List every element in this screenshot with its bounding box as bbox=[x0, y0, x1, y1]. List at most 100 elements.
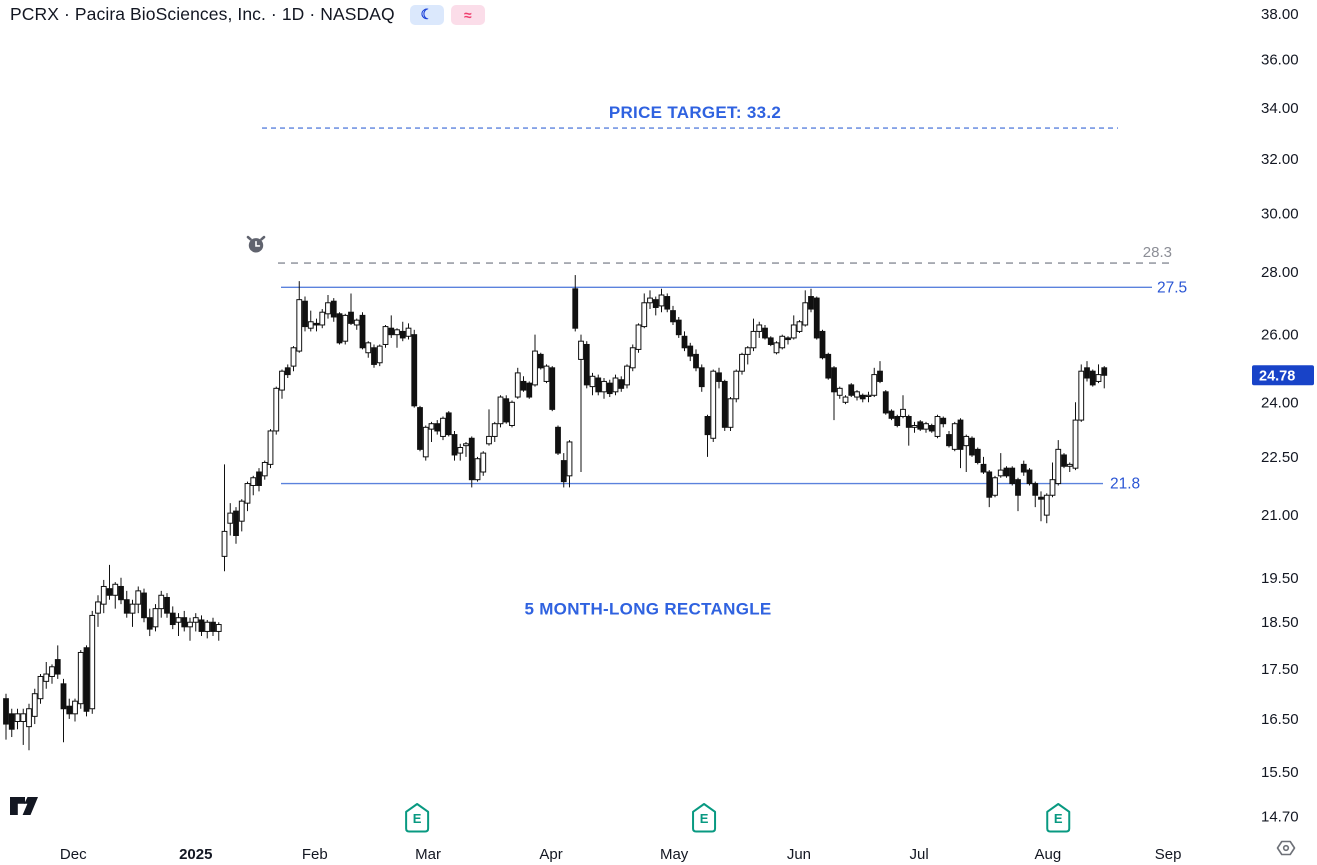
candle-body bbox=[871, 374, 878, 396]
candle-body bbox=[1084, 367, 1090, 379]
candle-body bbox=[578, 340, 584, 360]
candle-body bbox=[463, 443, 469, 447]
candle-body bbox=[135, 590, 142, 605]
earnings-icon[interactable]: E bbox=[692, 803, 717, 833]
alarm-clock-icon[interactable] bbox=[246, 235, 266, 253]
time-axis-tick[interactable]: Jul bbox=[910, 846, 929, 863]
symbol-title[interactable]: PCRX · Pacira BioSciences, Inc. · 1D · N… bbox=[10, 4, 395, 24]
candle-body bbox=[624, 365, 630, 386]
candle-body bbox=[54, 659, 61, 675]
rectangle-note-label[interactable]: 5 MONTH-LONG RECTANGLE bbox=[524, 600, 771, 619]
candle-body bbox=[606, 382, 613, 395]
candle-body bbox=[980, 463, 987, 473]
candle-body bbox=[359, 314, 366, 349]
candle-body bbox=[95, 601, 101, 614]
price-axis-tick: 30.00 bbox=[1261, 206, 1299, 223]
candle-body bbox=[14, 713, 21, 722]
time-axis-tick[interactable]: 2025 bbox=[179, 846, 212, 863]
candle-body bbox=[992, 477, 998, 496]
price-target-label[interactable]: PRICE TARGET: 33.2 bbox=[609, 103, 781, 122]
candle-body bbox=[549, 367, 556, 410]
candle-body bbox=[963, 435, 970, 447]
market-status-icon[interactable]: ☾ bbox=[409, 4, 444, 25]
candle-body bbox=[480, 452, 487, 473]
candle-body bbox=[342, 314, 349, 342]
candle-body bbox=[486, 435, 492, 445]
time-axis-tick[interactable]: May bbox=[660, 846, 689, 863]
candle-body bbox=[716, 372, 722, 382]
time-axis-tick[interactable]: Sep bbox=[1155, 846, 1182, 863]
candle-body bbox=[825, 353, 832, 379]
candle-body bbox=[1055, 448, 1062, 485]
alarm-clock-part bbox=[260, 235, 266, 241]
candle-body bbox=[422, 426, 429, 458]
time-axis-tick[interactable]: Feb bbox=[302, 846, 328, 863]
candle-body bbox=[417, 407, 423, 450]
price-axis-tick: 38.00 bbox=[1261, 6, 1299, 23]
candle-body bbox=[313, 322, 320, 326]
candle-body bbox=[670, 310, 676, 323]
candle-body bbox=[164, 596, 170, 614]
time-axis-tick[interactable]: Jun bbox=[787, 846, 811, 863]
candle-body bbox=[969, 437, 975, 456]
candle-body bbox=[175, 617, 182, 623]
candle-body bbox=[146, 617, 153, 630]
candle-body bbox=[675, 319, 682, 336]
candle-body bbox=[940, 417, 947, 425]
candle-body bbox=[1066, 463, 1073, 467]
earnings-icon[interactable]: E bbox=[1046, 803, 1071, 833]
candle-body bbox=[8, 713, 15, 730]
candle-body bbox=[1032, 483, 1039, 496]
time-axis-tick[interactable]: Apr bbox=[539, 846, 562, 863]
price-axis-tick: 32.00 bbox=[1261, 151, 1299, 168]
candle-body bbox=[382, 326, 389, 345]
candle-body bbox=[750, 330, 757, 349]
candle-body bbox=[279, 370, 285, 391]
time-axis-tick[interactable]: Dec bbox=[60, 846, 87, 863]
price-axis-tick: 34.00 bbox=[1261, 100, 1299, 117]
chart-legend[interactable]: PCRX · Pacira BioSciences, Inc. · 1D · N… bbox=[10, 4, 485, 25]
earnings-icon-part: E bbox=[413, 811, 422, 826]
candle-body bbox=[514, 372, 521, 398]
candle-body bbox=[37, 675, 44, 700]
last-price-badge-label: 24.78 bbox=[1259, 368, 1295, 384]
earnings-icon-part bbox=[405, 803, 430, 833]
time-axis-tick[interactable]: Mar bbox=[415, 846, 441, 863]
candle-body bbox=[785, 337, 791, 341]
rectangle-top-label: 27.5 bbox=[1157, 279, 1187, 296]
price-scale-settings-icon[interactable] bbox=[1276, 840, 1296, 856]
approx-price-icon[interactable]: ≈ bbox=[450, 4, 485, 25]
candle-body bbox=[974, 448, 981, 463]
candle-body bbox=[503, 398, 510, 423]
price-axis-tick: 26.00 bbox=[1261, 327, 1299, 344]
candle-body bbox=[813, 297, 820, 339]
candle-body bbox=[325, 302, 331, 315]
time-axis-tick[interactable]: Aug bbox=[1035, 846, 1062, 863]
candle-body bbox=[1101, 367, 1108, 376]
candle-body bbox=[394, 329, 400, 336]
candle-body bbox=[49, 666, 55, 677]
candle-body bbox=[181, 617, 188, 628]
settings-icon-part bbox=[1276, 840, 1296, 856]
candle-body bbox=[129, 603, 136, 614]
candle-body bbox=[31, 693, 38, 717]
tradingview-logo-part bbox=[22, 797, 38, 815]
earnings-icon[interactable]: E bbox=[405, 803, 430, 833]
candle-body bbox=[1015, 479, 1021, 496]
candle-body bbox=[537, 353, 544, 369]
candle-body bbox=[865, 394, 872, 397]
candle-body bbox=[779, 335, 786, 349]
candle-body bbox=[336, 313, 343, 344]
tradingview-logo[interactable] bbox=[10, 797, 38, 815]
candle-body bbox=[198, 619, 205, 632]
candle-body bbox=[434, 423, 441, 432]
candle-body bbox=[595, 377, 602, 393]
candle-body bbox=[727, 398, 734, 428]
candle-body bbox=[353, 319, 360, 326]
candle-body bbox=[618, 379, 625, 389]
candle-body bbox=[877, 370, 883, 382]
candle-body bbox=[739, 353, 745, 372]
candle-body bbox=[365, 342, 372, 354]
candle-body bbox=[1020, 463, 1027, 473]
